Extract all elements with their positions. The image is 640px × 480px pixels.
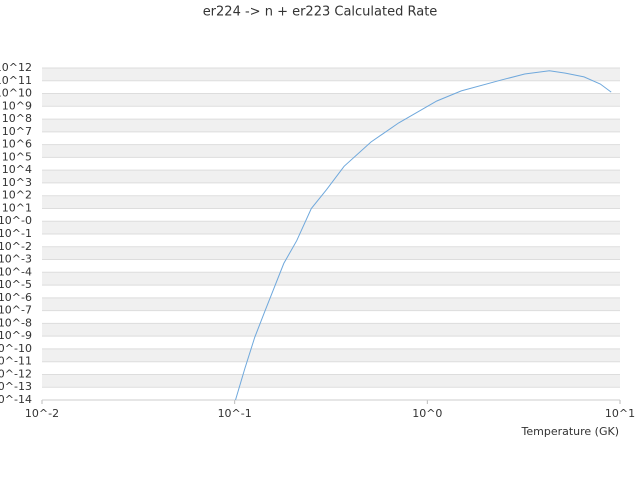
grid-band [42, 144, 620, 158]
y-tick-label: 10^-11 [0, 355, 32, 368]
x-tick-label: 10^1 [605, 407, 635, 420]
grid-band [42, 348, 620, 362]
x-tick-label: 10^-1 [218, 407, 252, 420]
grid-band [42, 246, 620, 260]
grid-band [42, 374, 620, 388]
x-tick-label: 10^0 [412, 407, 442, 420]
y-tick-label: 10^8 [2, 112, 32, 125]
y-tick-label: 10^-12 [0, 367, 32, 380]
grid-band [42, 119, 620, 132]
y-tick-label: 10^12 [0, 61, 32, 74]
y-tick-label: 10^10 [0, 87, 32, 100]
y-tick-label: 10^3 [2, 176, 32, 189]
grid-band [42, 170, 620, 183]
y-tick-label: 10^-5 [0, 278, 32, 291]
y-tick-label: 10^1 [2, 201, 32, 214]
grid-band [42, 93, 620, 107]
grid-band [42, 68, 620, 81]
y-tick-label: 10^5 [2, 150, 32, 163]
data-line [235, 70, 612, 401]
x-axis-label: Temperature (GK) [521, 425, 620, 438]
grid-band [42, 297, 620, 311]
chart-title: er224 -> n + er223 Calculated Rate [203, 5, 438, 20]
y-tick-label: 10^7 [2, 125, 32, 138]
y-tick-label: 10^-1 [0, 227, 32, 240]
x-tick-label: 10^-2 [25, 407, 59, 420]
y-tick-label: 10^-0 [0, 214, 32, 227]
y-tick-label: 10^-9 [0, 329, 32, 342]
y-tick-label: 10^6 [2, 138, 32, 151]
y-tick-label: 10^-4 [0, 265, 32, 278]
grid-band [42, 221, 620, 234]
y-tick-label: 10^-3 [0, 253, 32, 266]
y-tick-label: 10^-7 [0, 304, 32, 317]
y-tick-label: 10^-8 [0, 316, 32, 329]
y-tick-label: 10^9 [2, 99, 32, 112]
y-tick-label: 10^-10 [0, 342, 32, 355]
grid-band [42, 323, 620, 337]
y-tick-label: 10^11 [0, 74, 32, 87]
y-tick-label: 10^-13 [0, 380, 32, 393]
y-tick-label: 10^-14 [0, 393, 32, 406]
y-tick-label: 10^-6 [0, 291, 32, 304]
grid-band [42, 195, 620, 209]
y-tick-label: 10^-2 [0, 240, 32, 253]
grid-band [42, 272, 620, 286]
y-tick-label: 10^4 [2, 163, 32, 176]
y-tick-label: 10^2 [2, 189, 32, 202]
